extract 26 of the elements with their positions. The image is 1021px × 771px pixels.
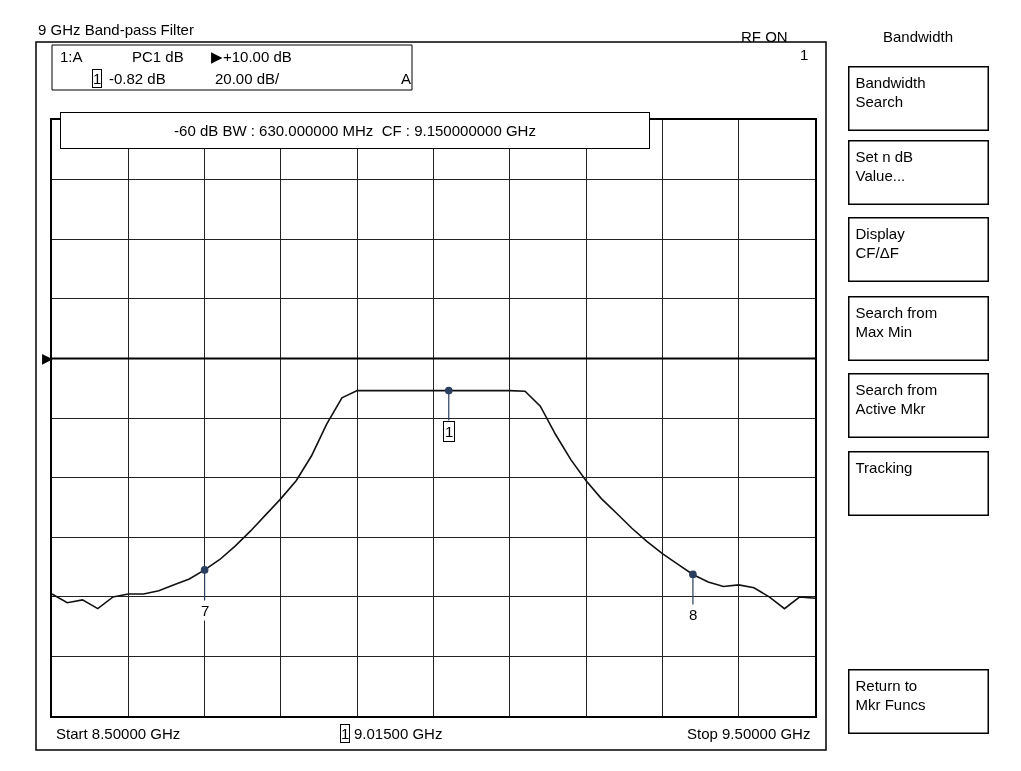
text: 1:A xyxy=(60,48,83,65)
text: 9.01500 GHz xyxy=(354,725,443,742)
text: PC1 dB xyxy=(132,48,184,65)
text: Bandwidth xyxy=(883,28,954,45)
annotation: 8 xyxy=(689,606,698,623)
annotation: 1 xyxy=(445,423,454,440)
text: 20.00 dB/ xyxy=(215,70,281,87)
text: Search from Active Mkr xyxy=(855,380,938,417)
text: 1 xyxy=(341,725,350,742)
text: RF ON xyxy=(741,28,788,45)
annotation: 7 xyxy=(201,602,210,619)
text: Search from Max Min xyxy=(855,303,938,340)
text: Display CF/ΔF xyxy=(855,224,906,261)
text: Return to Mkr Funcs xyxy=(855,676,926,713)
text: Start 8.50000 GHz xyxy=(56,725,181,742)
chart-title: 9 GHz Band-pass Filter xyxy=(38,21,194,39)
text: Stop 9.50000 GHz xyxy=(687,725,811,742)
text: -60 dB BW : 630.000000 MHz CF : 9.150000000 GHz xyxy=(174,122,536,139)
text: ▶+10.00 dB xyxy=(211,48,292,65)
text: 1 xyxy=(93,70,102,87)
text: Set n dB Value... xyxy=(855,147,914,184)
text: Bandwidth Search xyxy=(855,73,926,110)
text: -0.82 dB xyxy=(109,70,166,87)
text: 1 xyxy=(800,46,809,63)
text: A xyxy=(401,70,412,87)
text: Tracking xyxy=(855,458,913,476)
